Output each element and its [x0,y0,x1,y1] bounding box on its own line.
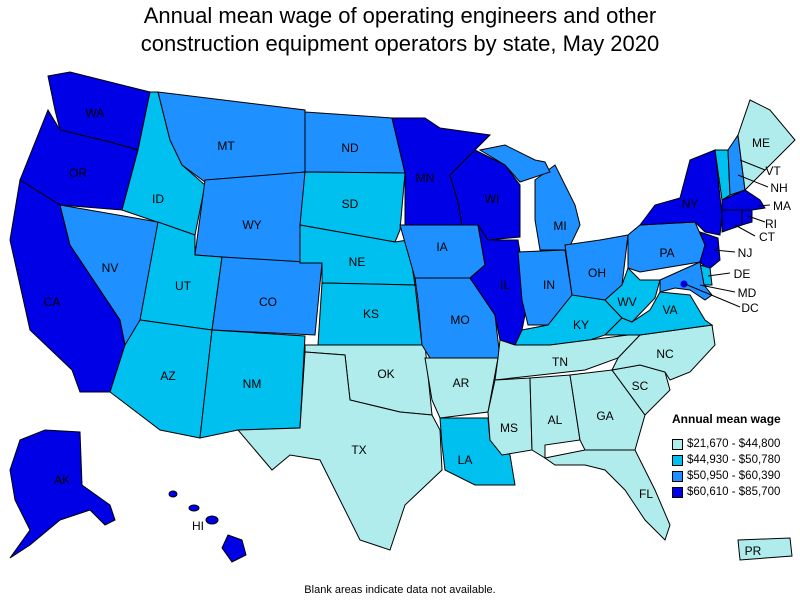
legend-swatch [672,454,683,466]
state-label-ak: AK [54,473,70,487]
state-label-nj: NJ [738,246,753,260]
state-mi-upper[interactable] [478,144,551,183]
state-label-md: MD [738,286,757,300]
state-label-ma: MA [773,199,791,213]
state-label-ri: RI [765,217,777,231]
state-label-nh: NH [770,181,787,195]
state-wi[interactable] [449,149,521,241]
state-label-nm: NM [243,377,262,391]
state-label-mo: MO [450,313,469,327]
state-nj[interactable] [699,231,721,271]
state-label-wy: WY [242,218,261,232]
state-hi-oahu[interactable] [188,504,200,512]
state-label-pa: PA [659,246,674,260]
state-ms[interactable] [487,377,533,456]
state-label-ky: KY [573,318,589,332]
state-label-dc: DC [741,301,759,315]
state-label-ny: NY [682,197,699,211]
legend-item: $21,670 - $44,800 [672,436,800,452]
legend-item: $50,950 - $60,390 [672,468,800,484]
state-label-sd: SD [342,197,359,211]
legend-label: $50,950 - $60,390 [687,470,781,482]
state-label-de: DE [734,267,751,281]
state-label-ar: AR [453,376,470,390]
state-label-sc: SC [632,379,649,393]
state-md[interactable] [659,261,713,301]
legend-item: $60,610 - $85,700 [672,484,800,500]
state-label-wv: WV [617,295,636,309]
state-label-wi: WI [485,192,500,206]
legend-swatch [672,438,683,450]
state-label-pr: PR [745,544,762,558]
state-hi-big-island[interactable] [221,534,247,563]
state-label-ct: CT [759,230,776,244]
map-title-line-1: Annual mean wage of operating engineers … [143,3,657,28]
legend-title: Annual mean wage [672,412,781,426]
state-label-nd: ND [341,141,359,155]
state-co[interactable] [211,256,323,336]
state-label-az: AZ [160,369,175,383]
state-sd[interactable] [299,171,406,243]
state-label-la: LA [458,453,473,467]
state-label-ca: CA [44,295,61,309]
state-label-in: IN [543,278,555,292]
state-or[interactable] [19,108,139,211]
state-label-mn: MN [416,171,435,185]
legend-label: $21,670 - $44,800 [687,438,781,450]
legend-swatch [672,486,683,498]
map-title-line-2: construction equipment operators by stat… [140,31,660,56]
state-ct[interactable] [721,209,743,233]
state-label-or: OR [69,166,87,180]
state-hi-maui[interactable] [205,515,219,525]
state-mi[interactable] [534,164,581,251]
footnote: Blank areas indicate data not available. [304,584,496,596]
state-label-hi: HI [192,519,204,533]
state-label-nv: NV [102,261,119,275]
state-label-il: IL [500,278,510,292]
state-label-tx: TX [351,443,366,457]
state-label-id: ID [152,192,164,206]
map-legend: Annual mean wage $21,670 - $44,800 $44,9… [672,412,800,500]
state-label-nc: NC [656,347,674,361]
map-title: Annual mean wage of operating engineers … [0,2,800,58]
state-label-va: VA [662,303,677,317]
state-ak[interactable] [9,429,116,559]
legend-label: $60,610 - $85,700 [687,486,781,498]
state-label-fl: FL [639,487,653,501]
label-leader-lines [684,159,771,308]
legend-item: $44,930 - $50,780 [672,452,800,468]
state-label-ok: OK [377,367,394,381]
legend-label: $44,930 - $50,780 [687,454,781,466]
state-fl[interactable] [543,449,671,541]
state-hi-kauai[interactable] [168,490,178,498]
legend-swatch [672,470,683,482]
state-label-ks: KS [363,307,379,321]
state-pr[interactable] [737,537,793,561]
state-label-ia: IA [436,240,447,254]
state-label-al: AL [548,413,563,427]
state-label-ne: NE [349,255,366,269]
state-label-tn: TN [552,355,568,369]
state-label-wa: WA [86,106,105,120]
state-ny[interactable] [638,149,723,236]
state-tx[interactable] [236,351,443,551]
state-label-vt: VT [765,164,781,178]
state-dc[interactable] [680,280,688,288]
state-label-ut: UT [175,279,192,293]
state-ar[interactable] [424,357,499,419]
state-ri[interactable] [741,209,753,226]
state-label-mi: MI [553,219,566,233]
state-label-mt: MT [217,139,235,153]
state-label-co: CO [259,295,277,309]
state-label-ms: MS [500,421,518,435]
state-label-oh: OH [588,266,606,280]
state-label-ga: GA [596,409,613,423]
state-label-me: ME [752,136,770,150]
